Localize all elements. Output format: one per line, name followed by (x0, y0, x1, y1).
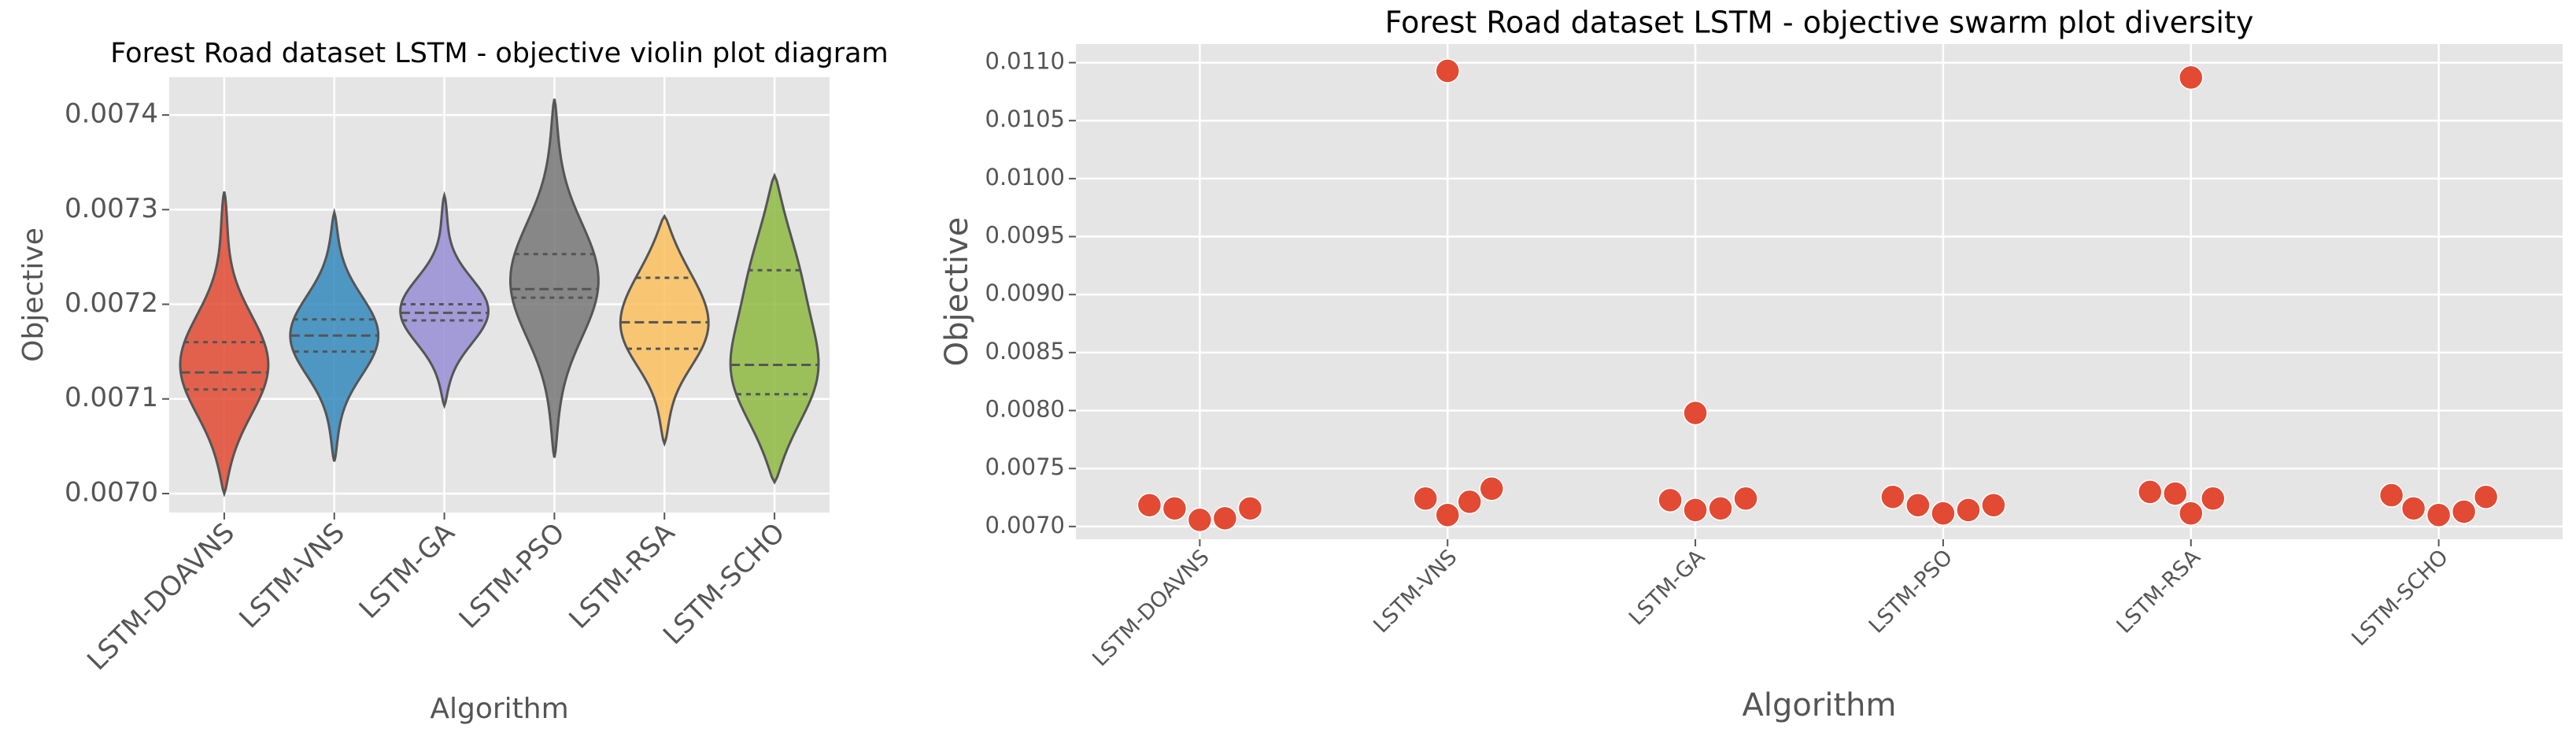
swarm-point (1237, 496, 1263, 521)
swarm-point (1413, 486, 1438, 512)
chart-title: Forest Road dataset LSTM - objective swa… (1385, 6, 2254, 40)
x-tick-label: LSTM-RSA (563, 517, 681, 635)
y-tick-label: 0.0071 (65, 382, 158, 413)
y-tick-label: 0.0090 (985, 279, 1065, 306)
y-tick-label: 0.0100 (985, 164, 1065, 191)
y-tick-label: 0.0080 (985, 395, 1065, 422)
x-tick-label: LSTM-RSA (2112, 545, 2205, 638)
swarm-point (1435, 502, 1460, 527)
x-tick-label: LSTM-DOAVNS (1088, 545, 1214, 671)
y-tick-label: 0.0072 (65, 287, 158, 319)
x-tick-label: LSTM-SCHO (2347, 545, 2453, 651)
y-axis-label: Objective (939, 217, 975, 367)
chart-title: Forest Road dataset LSTM - objective vio… (110, 38, 888, 69)
violin-body (508, 98, 600, 458)
swarm-point (1187, 507, 1213, 533)
y-tick-label: 0.0073 (65, 193, 158, 224)
plot-area (169, 77, 830, 512)
x-tick-label: LSTM-PSO (453, 517, 571, 635)
x-tick-label: LSTM-VNS (233, 517, 350, 635)
swarm-point (2473, 484, 2499, 509)
y-tick-label: 0.0105 (985, 105, 1065, 132)
swarm-point (1956, 498, 1981, 523)
swarm-point (2378, 483, 2404, 508)
swarm-point (1708, 496, 1733, 521)
swarm-point (2179, 65, 2204, 91)
swarm-point (1658, 487, 1683, 513)
x-axis-label: Algorithm (430, 693, 568, 725)
swarm-point (1162, 496, 1188, 521)
y-tick-label: 0.0070 (65, 476, 158, 508)
swarm-point (1212, 505, 1238, 531)
violin-body (399, 191, 490, 409)
swarm-point (2201, 486, 2226, 512)
swarm-point (2451, 499, 2477, 524)
y-tick-label: 0.0085 (985, 338, 1065, 364)
swarm-point (1479, 476, 1504, 501)
swarm-point (1683, 498, 1708, 523)
swarm-point (1136, 492, 1162, 518)
y-axis-label: Objective (17, 228, 50, 362)
swarm-point (1457, 489, 1482, 515)
violin-body (729, 172, 820, 485)
y-tick-label: 0.0110 (985, 48, 1065, 75)
swarm-point (1880, 484, 1905, 509)
swarm-point (1905, 492, 1931, 518)
x-tick-label: LSTM-PSO (1865, 545, 1957, 638)
x-tick-label: LSTM-DOAVNS (81, 517, 241, 677)
swarm-point (1683, 400, 1708, 426)
swarm-point (1435, 58, 1460, 83)
x-tick-label: LSTM-GA (353, 517, 461, 625)
violin-body (619, 213, 710, 447)
y-tick-label: 0.0070 (985, 512, 1065, 538)
swarm-point (1931, 501, 1956, 526)
y-tick-label: 0.0075 (985, 453, 1065, 480)
y-tick-label: 0.0074 (65, 98, 158, 130)
plot-area (1076, 44, 2563, 539)
x-tick-label: LSTM-VNS (1369, 545, 1462, 638)
x-axis-label: Algorithm (1743, 687, 1897, 723)
swarm-point (1733, 486, 1758, 512)
swarm-point (2400, 496, 2426, 521)
violin-body (289, 208, 380, 462)
y-tick-label: 0.0095 (985, 222, 1065, 249)
swarm-point (1981, 492, 2006, 518)
swarm-point (2179, 501, 2204, 526)
swarm-point (2163, 481, 2188, 506)
swarm-point (2138, 479, 2163, 505)
swarm-point (2426, 502, 2452, 527)
x-tick-label: LSTM-GA (1624, 545, 1710, 631)
